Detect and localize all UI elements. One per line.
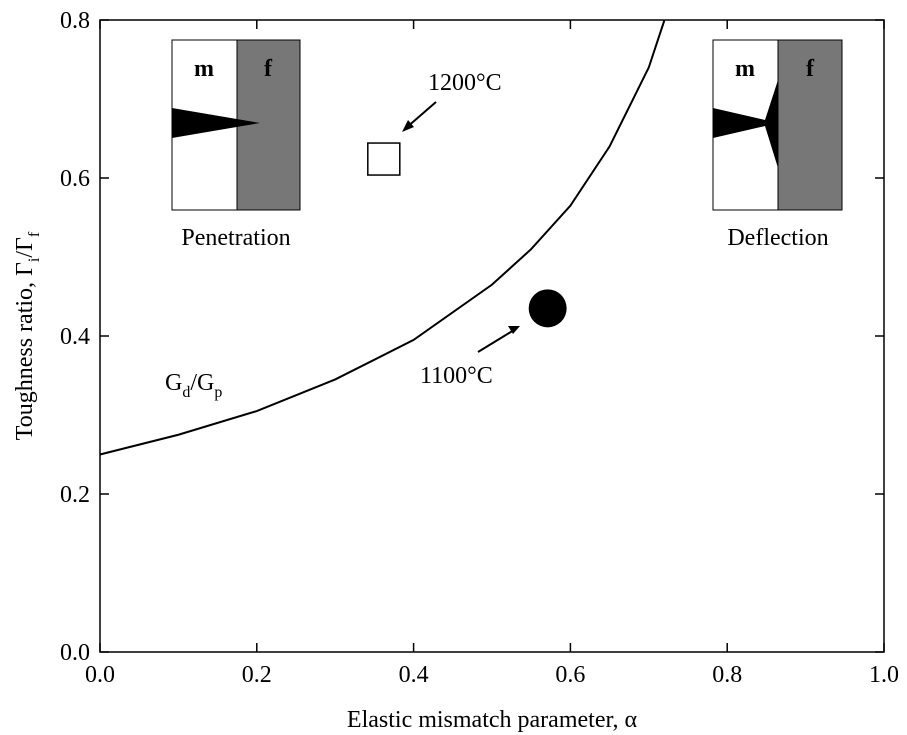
point — [528, 289, 567, 328]
y-label-part: /Γ — [12, 237, 38, 258]
y-tick-label: 0.8 — [60, 8, 90, 34]
y-tick-label: 0.0 — [60, 640, 90, 666]
x-tick-label: 0.4 — [399, 662, 429, 688]
curve — [99, 19, 666, 456]
point — [367, 142, 401, 176]
inset-deflection: m f Deflection — [712, 39, 843, 251]
x-axis-label: Elastic mismatch parameter, α — [347, 707, 638, 733]
fiber-label: f — [264, 56, 273, 82]
crack — [713, 80, 778, 168]
x-tick-label: 0.0 — [85, 662, 115, 688]
curve-label-sub: d — [182, 384, 190, 401]
x-tick-label: 0.2 — [242, 662, 272, 688]
inset-caption: Deflection — [727, 225, 828, 251]
curve-label-part: G — [165, 370, 182, 396]
arrow-head — [508, 326, 520, 334]
y-axis-label: Toughness ratio, Γi/Γf — [12, 231, 43, 440]
curve-label: Gd/Gp — [165, 370, 222, 401]
curve-label-part: /G — [190, 370, 214, 396]
y-label-part: Toughness ratio, Γ — [12, 262, 38, 440]
arrow-head — [402, 120, 414, 132]
inset-caption: Penetration — [181, 225, 290, 251]
crack — [172, 108, 260, 138]
y-label-sub: i — [26, 257, 43, 262]
y-tick-label: 0.6 — [60, 166, 90, 192]
arrow — [477, 329, 515, 353]
inset-penetration: m f Penetration — [171, 39, 301, 251]
y-tick-label: 0.4 — [60, 324, 90, 350]
y-label-sub: f — [26, 231, 43, 237]
matrix-label: m — [194, 56, 214, 82]
fiber-label: f — [806, 56, 815, 82]
x-tick-label: 0.6 — [555, 662, 585, 688]
annotation: 1200°C — [428, 70, 502, 96]
curve-label-sub: p — [214, 384, 222, 401]
matrix-label: m — [735, 56, 755, 82]
fiber-region — [777, 39, 843, 211]
annotation: 1100°C — [420, 363, 493, 389]
x-tick-label: 0.8 — [712, 662, 742, 688]
y-tick-label: 0.2 — [60, 482, 90, 508]
x-tick-label: 1.0 — [869, 662, 899, 688]
